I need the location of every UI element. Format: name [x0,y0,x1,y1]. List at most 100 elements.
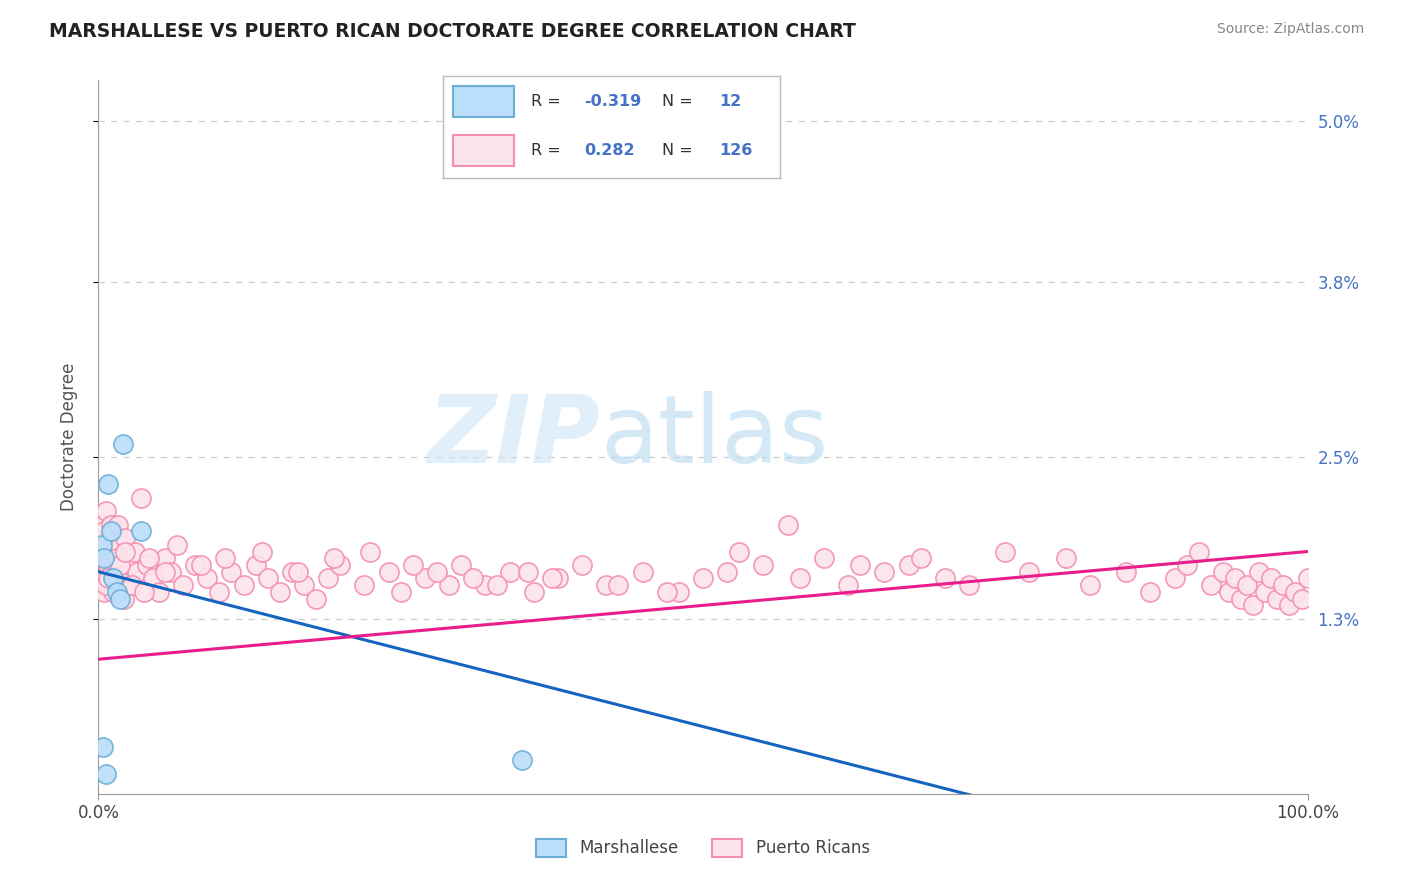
Point [148,585,170,599]
Point [129,491,152,505]
Point [153,565,176,579]
Point [250,544,273,558]
Point [93,551,115,566]
Point [108,558,131,572]
Bar [453,136,513,166]
Text: 0.282: 0.282 [585,144,636,158]
Point [269,585,291,599]
Point [910,551,932,566]
Point [1296,571,1319,585]
Point [752,558,775,572]
Point [98,578,121,592]
Point [389,585,412,599]
Point [1218,585,1240,599]
Point [1018,565,1040,579]
Point [91,571,114,585]
Point [837,578,859,592]
Point [1249,565,1271,579]
Point [789,571,811,585]
Point [607,578,630,592]
Point [111,437,134,451]
Y-axis label: Doctorate Degree: Doctorate Degree [59,363,77,511]
Point [728,544,751,558]
Point [124,544,146,558]
Point [692,571,714,585]
Point [934,571,956,585]
Point [93,524,115,539]
Point [121,578,143,592]
Point [1284,585,1306,599]
Point [1260,571,1282,585]
Point [97,477,120,491]
Point [114,544,136,558]
Point [1188,544,1211,558]
Point [450,558,472,572]
Point [377,565,399,579]
Point [316,571,339,585]
Point [195,571,218,585]
Point [108,591,131,606]
Point [91,538,114,552]
Point [111,551,134,566]
Point [184,558,207,572]
Point [1078,578,1101,592]
Point [1163,571,1185,585]
Point [631,565,654,579]
Point [129,524,152,539]
Point [1175,558,1198,572]
Point [105,585,128,599]
Point [540,571,562,585]
Point [190,558,212,572]
Point [208,585,231,599]
Point [547,571,569,585]
Point [1139,585,1161,599]
Text: R =: R = [530,144,561,158]
Point [127,565,149,579]
Point [108,578,131,592]
Point [813,551,835,566]
Point [655,585,678,599]
Point [1278,599,1301,613]
Point [1254,585,1277,599]
Point [1241,599,1264,613]
Point [776,517,799,532]
Point [523,585,546,599]
Point [1272,578,1295,592]
Point [120,578,142,592]
Point [107,517,129,532]
Point [873,565,896,579]
Point [595,578,617,592]
Legend: Marshallese, Puerto Ricans: Marshallese, Puerto Ricans [530,832,876,864]
Point [1212,565,1234,579]
Point [305,591,328,606]
Text: R =: R = [530,94,561,109]
Point [94,578,117,592]
Point [101,585,124,599]
Text: atlas: atlas [600,391,828,483]
Point [118,558,141,572]
Point [292,578,315,592]
Point [957,578,980,592]
Point [94,504,117,518]
Point [463,571,485,585]
Point [91,517,114,532]
Point [281,565,304,579]
Point [716,565,738,579]
Point [232,578,254,592]
Point [108,538,131,552]
Point [329,558,352,572]
Point [1223,571,1246,585]
Point [101,524,124,539]
Point [1115,565,1137,579]
Point [214,551,236,566]
Point [437,578,460,592]
Text: 126: 126 [720,144,754,158]
Point [571,558,593,572]
Point [323,551,346,566]
Point [849,558,872,572]
Point [96,538,118,552]
Text: N =: N = [662,144,693,158]
Point [142,571,165,585]
Point [413,571,436,585]
Point [426,565,449,579]
